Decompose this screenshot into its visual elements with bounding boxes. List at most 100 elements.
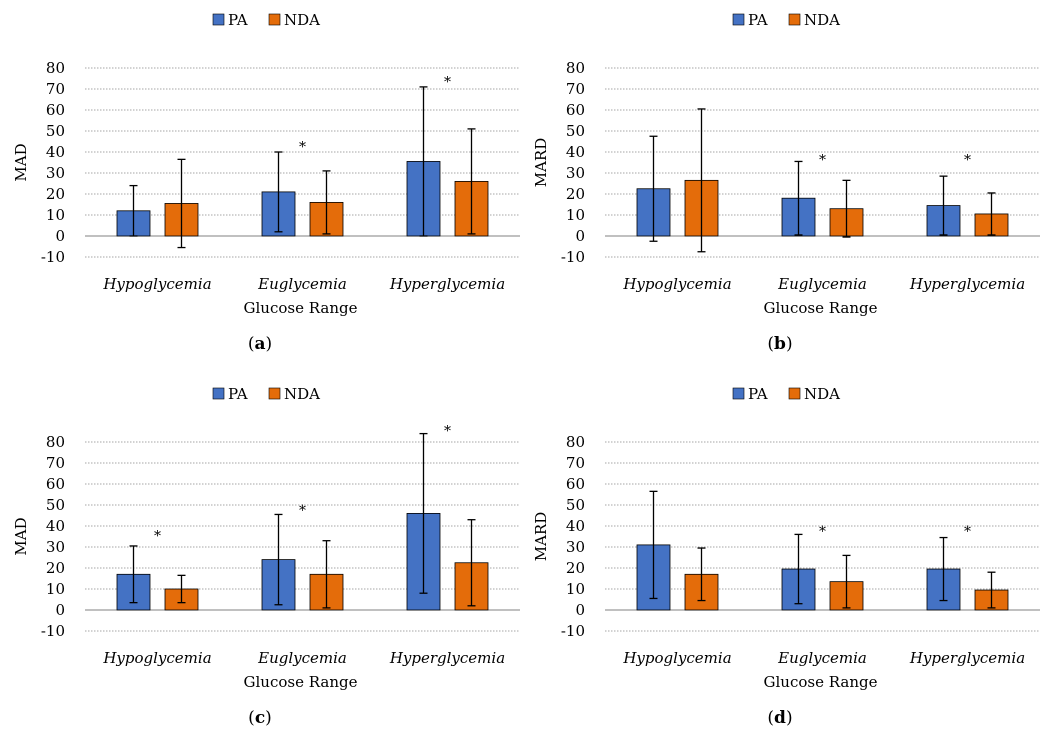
y-tick-label: 20 [46,185,65,203]
panel-letter: d [774,708,786,728]
y-tick-label: 10 [566,580,585,598]
legend-swatch-nda [788,13,801,26]
y-tick-label: 40 [566,517,585,535]
y-tick-label: 20 [46,559,65,577]
y-tick-label: 70 [566,454,585,472]
chart-svg: PA NDA -10 0 10 20 30 40 50 60 70 80 MAD Hypoglycemia… [12,385,520,691]
x-axis-title: Glucose Range [244,299,358,317]
chart-panel-b: PA NDA -10 0 10 20 30 40 50 60 70 80 MARD Hypoglycemi… [520,0,1040,371]
y-tick-label: -10 [41,622,65,640]
significance-marker: * [819,152,826,168]
y-tick-label: 30 [566,538,585,556]
category-label: Hypoglycemia [622,275,731,293]
legend-label-nda: NDA [284,11,320,29]
legend-label-nda: NDA [804,385,840,403]
legend: PA NDA [212,385,320,403]
significance-marker: * [819,524,826,540]
y-tick-label: 50 [566,122,585,140]
y-tick-label: 60 [46,475,65,493]
y-tick-label: 10 [566,206,585,224]
y-tick-label: 50 [46,122,65,140]
chart-svg: PA NDA -10 0 10 20 30 40 50 60 70 80 MAD Hypoglycemia… [12,11,520,317]
x-axis-title: Glucose Range [764,673,878,691]
y-tick-label: 0 [55,601,65,619]
y-tick-label: 20 [566,559,585,577]
y-tick-label: 20 [566,185,585,203]
panel-letter: c [254,708,266,728]
y-tick-label: 80 [46,433,65,451]
y-tick-label: 40 [46,143,65,161]
significance-marker: * [444,423,451,439]
category-label: Hypoglycemia [622,649,731,667]
y-tick-label: 0 [575,601,585,619]
legend-label-pa: PA [748,385,768,403]
chart-panel-c: PA NDA -10 0 10 20 30 40 50 60 70 80 MAD Hypoglycemia… [0,374,520,745]
chart-panel-a: PA NDA -10 0 10 20 30 40 50 60 70 80 MAD Hypoglycemia… [0,0,520,371]
legend-swatch-pa [212,13,225,26]
significance-marker: * [154,528,161,544]
chart-panel-d: PA NDA -10 0 10 20 30 40 50 60 70 80 MARD Hypoglycemi… [520,374,1040,745]
y-tick-label: 50 [566,496,585,514]
chart-svg: PA NDA -10 0 10 20 30 40 50 60 70 80 MARD Hypoglycemi… [532,11,1040,317]
y-tick-label: 80 [46,59,65,77]
y-tick-label: -10 [561,622,585,640]
legend-swatch-pa [732,387,745,400]
y-tick-label: 80 [566,433,585,451]
y-axis-title: MARD [532,512,550,562]
category-label: Hyperglycemia [389,649,505,667]
y-tick-label: -10 [561,248,585,266]
y-tick-label: 10 [46,580,65,598]
panel-label: (c) [248,708,272,728]
y-tick-label: 40 [46,517,65,535]
legend-label-pa: PA [228,385,248,403]
y-axis-title: MAD [12,517,30,555]
legend-swatch-nda [788,387,801,400]
category-label: Euglycemia [777,275,867,293]
legend-swatch-nda [268,387,281,400]
category-label: Hyperglycemia [909,275,1025,293]
legend-label-pa: PA [748,11,768,29]
y-tick-label: -10 [41,248,65,266]
panel-label: (a) [247,334,273,354]
y-tick-label: 70 [46,454,65,472]
y-tick-label: 10 [46,206,65,224]
significance-marker: * [964,524,971,540]
chart-svg: PA NDA -10 0 10 20 30 40 50 60 70 80 MARD Hypoglycemi… [532,385,1040,691]
significance-marker: * [299,503,306,519]
y-tick-label: 70 [566,80,585,98]
legend-label-pa: PA [228,11,248,29]
category-label: Euglycemia [257,649,347,667]
significance-marker: * [444,75,451,91]
category-label: Euglycemia [257,275,347,293]
panel-letter: b [774,334,786,354]
category-label: Hyperglycemia [909,649,1025,667]
y-tick-label: 60 [46,101,65,119]
y-tick-label: 60 [566,475,585,493]
legend: PA NDA [212,11,320,29]
legend: PA NDA [732,385,840,403]
y-tick-label: 0 [55,227,65,245]
y-tick-label: 30 [46,538,65,556]
y-axis-title: MARD [532,138,550,188]
y-tick-label: 40 [566,143,585,161]
y-tick-label: 0 [575,227,585,245]
y-tick-label: 80 [566,59,585,77]
legend: PA NDA [732,11,840,29]
panel-label: (b) [767,334,793,354]
panel-label: (d) [767,708,793,728]
y-axis-title: MAD [12,143,30,181]
y-tick-label: 30 [46,164,65,182]
y-tick-label: 50 [46,496,65,514]
y-tick-label: 30 [566,164,585,182]
significance-marker: * [299,140,306,156]
panel-letter: a [254,334,266,354]
x-axis-title: Glucose Range [244,673,358,691]
significance-marker: * [964,152,971,168]
category-label: Hypoglycemia [102,649,211,667]
legend-swatch-nda [268,13,281,26]
legend-swatch-pa [732,13,745,26]
x-axis-title: Glucose Range [764,299,878,317]
legend-label-nda: NDA [804,11,840,29]
y-tick-label: 60 [566,101,585,119]
category-label: Hyperglycemia [389,275,505,293]
